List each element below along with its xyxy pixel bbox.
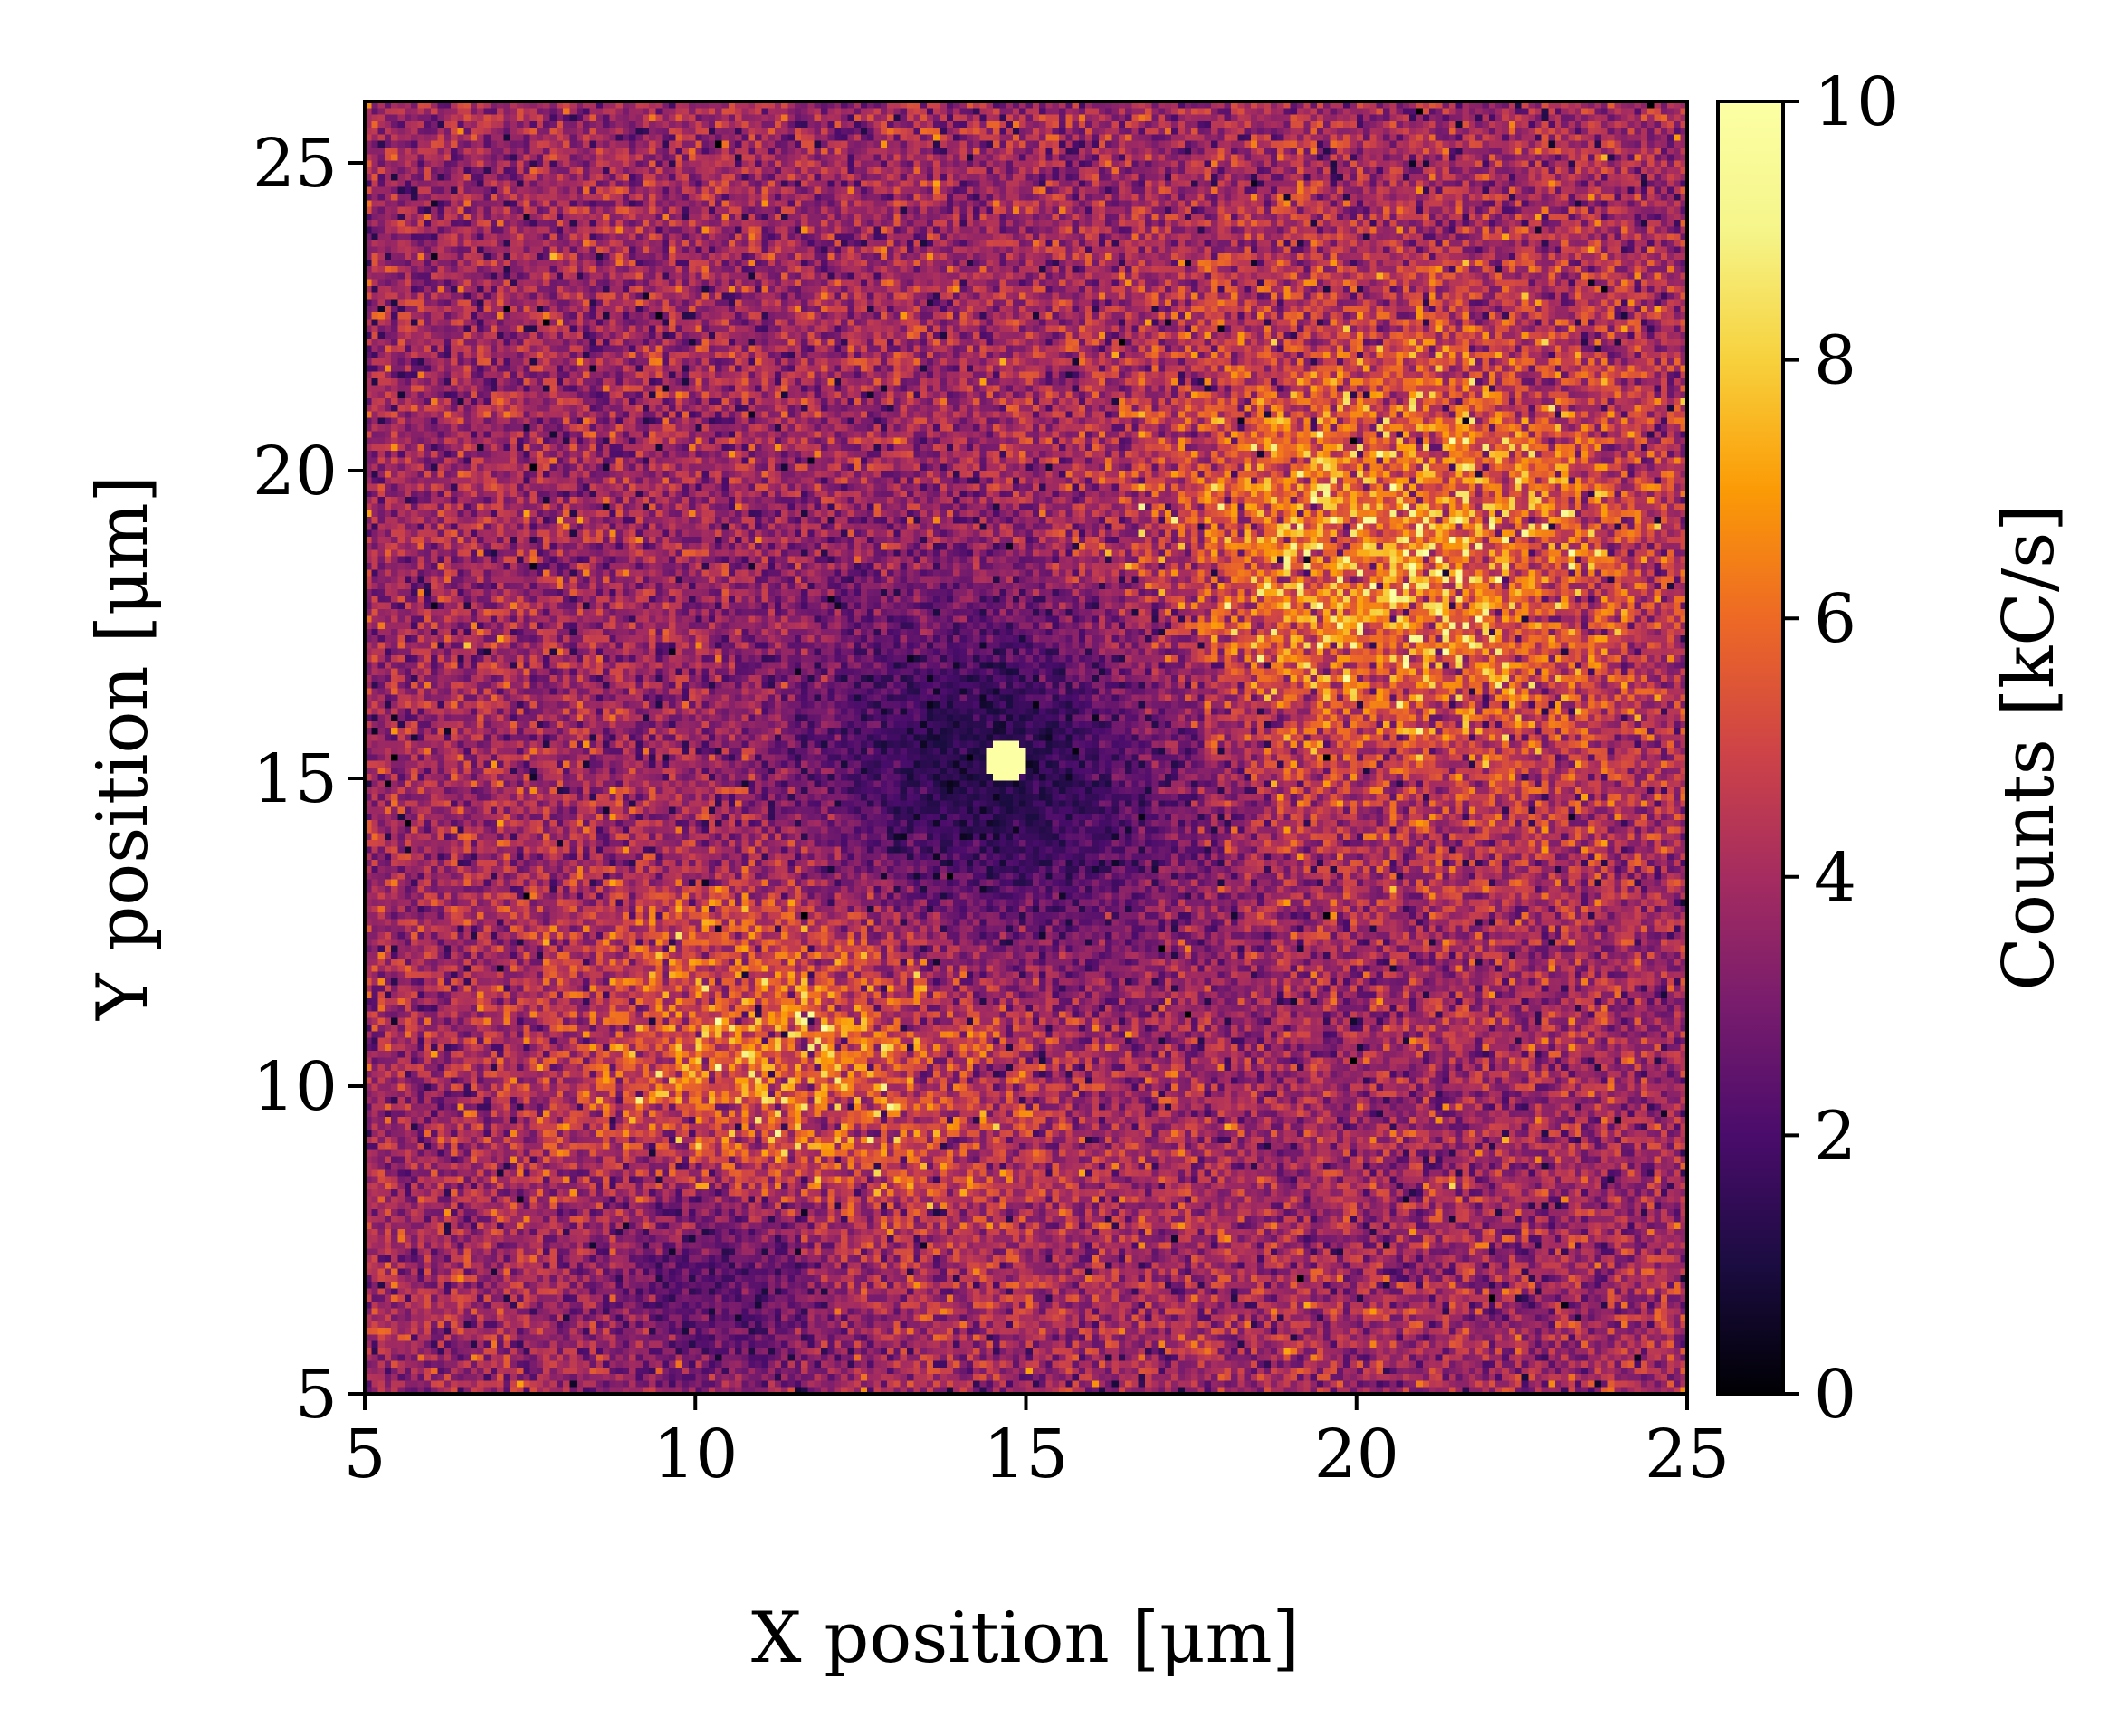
x-axis-label: X position [μm] [751, 1598, 1300, 1679]
colorbar-tick-label: 8 [1814, 322, 1856, 400]
colorbar-tick-label: 4 [1814, 839, 1856, 917]
colorbar-ticks: 0 2 4 6 8 10 [1783, 63, 1899, 1434]
heatmap-image-holder [365, 101, 1687, 1394]
x-tick-label: 20 [1314, 1416, 1399, 1493]
y-axis: 5 10 15 20 25 [253, 125, 365, 1434]
x-tick-label: 5 [343, 1416, 386, 1493]
colorbar-label: Counts [kC/s] [1989, 504, 2070, 990]
heatmap-plot [363, 100, 1689, 1396]
colorbar-gradient [1716, 100, 1785, 1396]
x-tick-label: 10 [653, 1416, 738, 1493]
y-tick-label: 15 [253, 740, 338, 818]
colorbar-tick-label: 10 [1814, 63, 1899, 141]
y-tick-label: 5 [295, 1356, 338, 1434]
y-tick-label: 10 [253, 1048, 338, 1126]
colorbar-tick-label: 6 [1814, 580, 1856, 658]
y-axis-label: Y position [μm] [82, 475, 164, 1021]
y-tick-label: 25 [253, 125, 338, 203]
y-tick-label: 20 [253, 433, 338, 510]
x-axis: 5 10 15 20 25 [343, 1394, 1730, 1493]
colorbar-tick-label: 2 [1814, 1097, 1856, 1175]
colorbar-tick-label: 0 [1814, 1356, 1856, 1434]
x-tick-label: 15 [983, 1416, 1068, 1493]
heatmap-image [365, 101, 1687, 1394]
colorbar: 0 2 4 6 8 10 Counts [kC/s] [1716, 63, 2070, 1434]
x-tick-label: 25 [1645, 1416, 1730, 1493]
